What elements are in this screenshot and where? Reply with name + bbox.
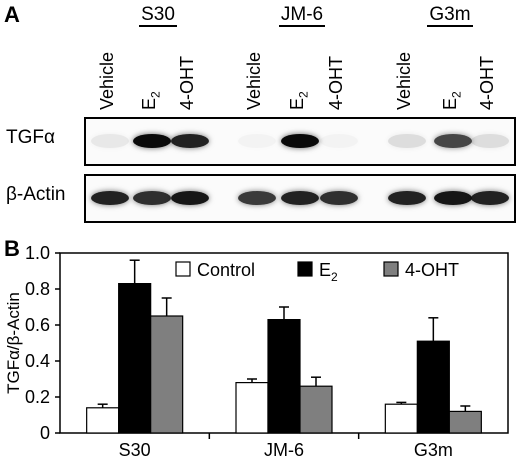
bar-control-s30 [86, 407, 120, 434]
bar-control-g3m [384, 403, 418, 434]
beta-actin-band [133, 191, 171, 205]
cell-line-s30-label: S30 [139, 4, 177, 27]
bar-4-oht-s30 [150, 315, 184, 434]
tgf-alpha-blot [84, 117, 516, 166]
tgf-alpha-band [471, 134, 509, 148]
bar-e-jm-6 [267, 319, 301, 434]
tgf-alpha-band [91, 134, 129, 148]
tgf-alpha-band [281, 134, 319, 148]
beta-actin-band [91, 191, 129, 205]
beta-actin-band [281, 191, 319, 205]
bar-control-jm-6 [235, 382, 269, 434]
beta-actin-band [388, 191, 426, 205]
beta-actin-band [471, 191, 509, 205]
y-tick-label: 1.0 [25, 243, 50, 263]
beta-actin-row-label: β-Actin [6, 184, 66, 205]
bar-4-oht-g3m [448, 410, 482, 434]
tgf-alpha-row-label: TGFα [6, 127, 55, 148]
cell-line-g3m-label: G3m [427, 4, 473, 27]
legend-label: E2 [319, 260, 338, 284]
legend-swatch [175, 261, 191, 277]
panel-a-letter: A [4, 2, 20, 27]
beta-actin-band [238, 191, 276, 205]
y-tick-label: 0.6 [25, 315, 50, 335]
x-category-label: JM-6 [264, 440, 304, 460]
tgf-alpha-band [133, 134, 171, 148]
y-tick-label: 0.2 [25, 387, 50, 407]
legend-swatch [297, 261, 313, 277]
tgf-alpha-band [171, 134, 209, 148]
y-tick-label: 0.4 [25, 351, 50, 371]
beta-actin-band [320, 191, 358, 205]
y-tick-label: 0.8 [25, 279, 50, 299]
bar-4-oht-jm-6 [299, 385, 333, 434]
x-category-label: G3m [414, 440, 453, 460]
tgf-alpha-band [434, 134, 472, 148]
panel-b-letter: B [4, 236, 20, 261]
legend-label: Control [197, 260, 255, 280]
y-axis-label: TGFα/β-Actin [4, 292, 23, 394]
beta-actin-band [171, 191, 209, 205]
bar-e-g3m [416, 340, 450, 434]
legend-label: 4-OHT [405, 260, 459, 280]
legend-swatch [383, 261, 399, 277]
beta-actin-band [434, 191, 472, 205]
tgf-alpha-band [388, 134, 426, 148]
bar-e-s30 [118, 283, 152, 434]
x-category-label: S30 [119, 440, 151, 460]
y-tick-label: 0 [40, 423, 50, 443]
beta-actin-blot [84, 174, 516, 223]
cell-line-jm6-label: JM-6 [278, 4, 326, 27]
